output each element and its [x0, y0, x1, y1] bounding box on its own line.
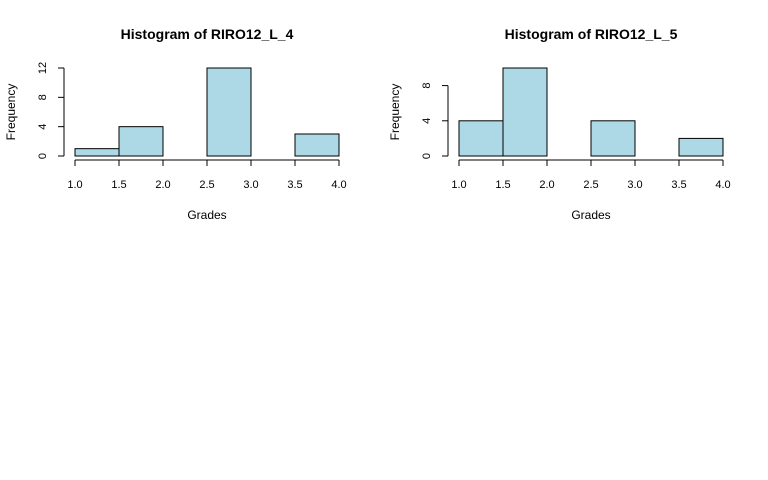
- x-tick-label: 1.5: [111, 179, 126, 191]
- x-tick-label: 1.0: [451, 179, 466, 191]
- histogram-panel-riro12-l-5: Histogram of RIRO12_L_5 1.0 1.5 2.0 2.5 3.0 3…: [388, 26, 731, 222]
- x-tick-label: 2.5: [583, 179, 598, 191]
- x-tick-label: 3.5: [671, 179, 686, 191]
- y-axis: 0 4 8: [421, 83, 449, 159]
- chart-title: Histogram of RIRO12_L_5: [505, 26, 678, 42]
- x-axis-label: Grades: [571, 208, 610, 222]
- bars-group: [458, 67, 724, 157]
- y-tick-label: 8: [37, 94, 49, 100]
- x-tick-label: 4.0: [715, 179, 730, 191]
- y-tick-label: 8: [421, 83, 433, 89]
- x-tick-label: 3.5: [287, 179, 302, 191]
- chart-title: Histogram of RIRO12_L_4: [121, 26, 294, 42]
- x-axis: 1.0 1.5 2.0 2.5 3.0 3.5 4.0: [67, 159, 347, 191]
- x-tick-label: 3.0: [243, 179, 258, 191]
- x-tick-label: 2.0: [539, 179, 554, 191]
- y-tick-label: 4: [37, 124, 49, 130]
- y-tick-label: 4: [421, 118, 433, 124]
- histogram-bar: [678, 137, 724, 157]
- x-tick-label: 3.0: [627, 179, 642, 191]
- y-tick-label: 12: [37, 62, 49, 74]
- histogram-bar: [118, 126, 164, 157]
- y-tick-label: 0: [37, 153, 49, 159]
- histogram-bar: [206, 67, 252, 157]
- histogram-bar: [458, 120, 504, 157]
- y-axis-label: Frequency: [4, 84, 18, 141]
- histogram-panel-riro12-l-4: Histogram of RIRO12_L_4 1.0 1.5 2.0 2.5 3.0 3…: [4, 26, 347, 222]
- bars-group: [74, 67, 340, 157]
- x-axis: 1.0 1.5 2.0 2.5 3.0 3.5 4.0: [451, 159, 731, 191]
- x-tick-label: 1.0: [67, 179, 82, 191]
- x-tick-label: 4.0: [331, 179, 346, 191]
- y-axis: 0 4 8 12: [37, 62, 65, 159]
- y-tick-label: 0: [421, 153, 433, 159]
- histogram-bar: [590, 120, 636, 157]
- histogram-bar: [294, 133, 340, 157]
- histogram-bar: [74, 148, 120, 157]
- x-tick-label: 2.5: [199, 179, 214, 191]
- histogram-bar: [502, 67, 548, 157]
- x-tick-label: 1.5: [495, 179, 510, 191]
- y-axis-label: Frequency: [388, 84, 402, 141]
- x-axis-label: Grades: [187, 208, 226, 222]
- x-tick-label: 2.0: [155, 179, 170, 191]
